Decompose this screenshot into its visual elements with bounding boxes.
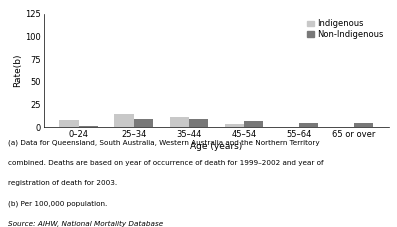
Bar [225, 124, 244, 127]
Bar [244, 121, 263, 127]
Bar [189, 119, 208, 127]
Y-axis label: Rate(b): Rate(b) [13, 54, 22, 87]
Text: Source: AIHW, National Mortality Database: Source: AIHW, National Mortality Databas… [8, 221, 163, 227]
X-axis label: Age (years): Age (years) [190, 142, 243, 151]
Bar [134, 119, 153, 127]
Text: (b) Per 100,000 population.: (b) Per 100,000 population. [8, 201, 107, 207]
Bar [79, 126, 98, 127]
Text: (a) Data for Queensland, South Australia, Western Australia and the Northern Ter: (a) Data for Queensland, South Australia… [8, 140, 320, 146]
Text: combined. Deaths are based on year of occurrence of death for 1999–2002 and year: combined. Deaths are based on year of oc… [8, 160, 324, 166]
Legend: Indigenous, Non-Indigenous: Indigenous, Non-Indigenous [305, 18, 385, 41]
Bar [299, 123, 318, 127]
Bar [354, 123, 373, 127]
Bar [60, 120, 79, 127]
Text: registration of death for 2003.: registration of death for 2003. [8, 180, 117, 186]
Bar [114, 114, 134, 127]
Bar [170, 117, 189, 127]
